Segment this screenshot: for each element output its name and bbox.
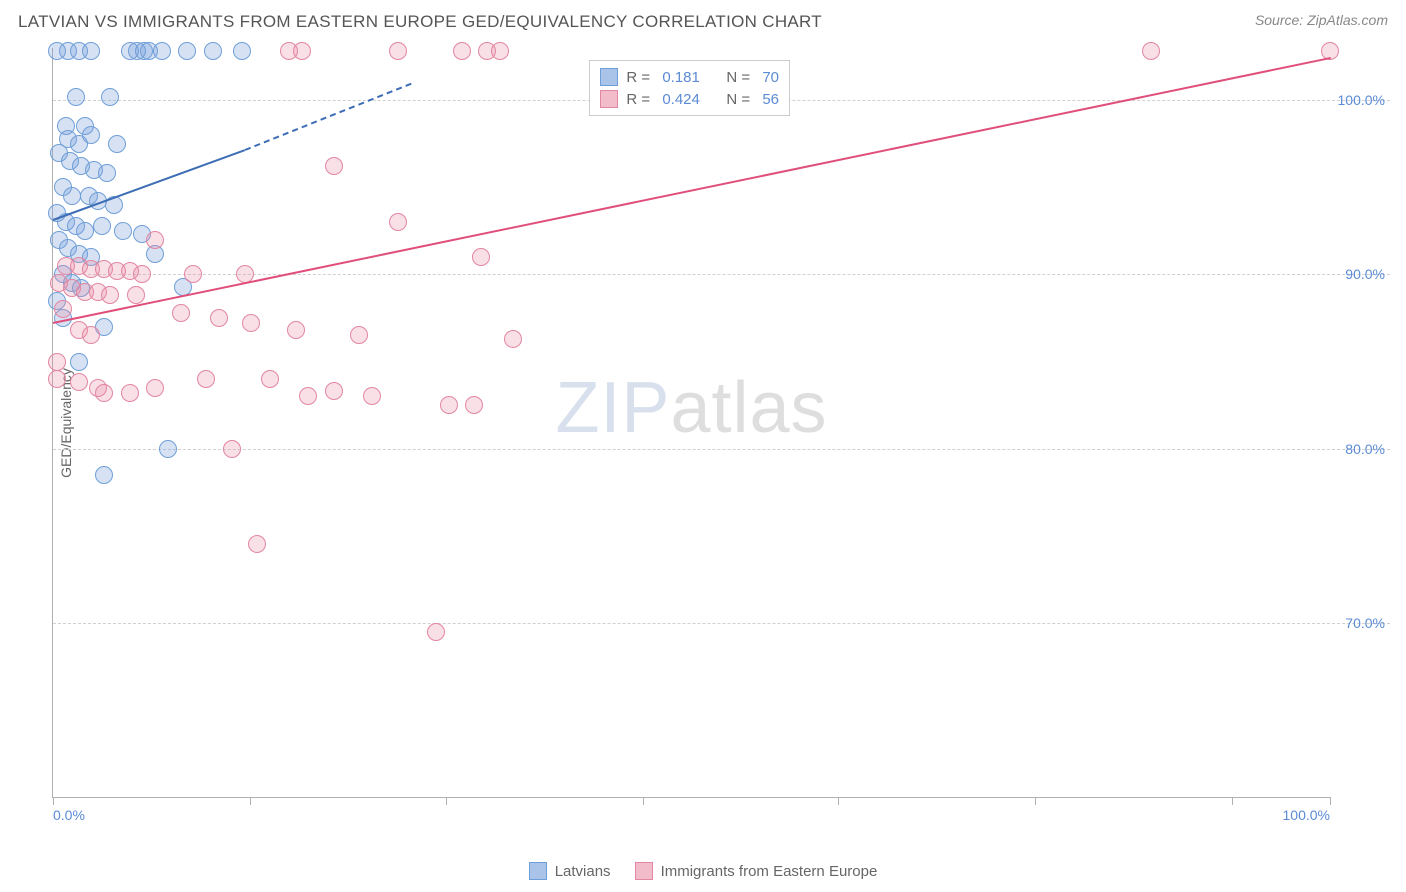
data-point [491,42,509,60]
x-tick [250,797,251,805]
n-value-immigrants: 56 [762,91,779,108]
data-point [82,326,100,344]
data-point [159,440,177,458]
data-point [453,42,471,60]
data-point [504,330,522,348]
data-point [210,309,228,327]
data-point [108,135,126,153]
x-tick [53,797,54,805]
x-tick [446,797,447,805]
x-tick [1232,797,1233,805]
n-value-latvians: 70 [762,69,779,86]
data-point [233,42,251,60]
watermark-atlas: atlas [670,368,827,448]
data-point [299,387,317,405]
legend-label-latvians: Latvians [555,863,611,880]
data-point [153,42,171,60]
data-point [325,157,343,175]
watermark: ZIPatlas [555,367,827,449]
legend-swatch-immigrants [635,862,653,880]
watermark-zip: ZIP [555,368,670,448]
data-point [70,373,88,391]
data-point [363,387,381,405]
swatch-immigrants [600,90,618,108]
y-tick-label: 90.0% [1345,266,1385,282]
grid-line [53,274,1390,275]
legend-item-immigrants: Immigrants from Eastern Europe [635,862,878,880]
stats-row-latvians: R = 0.181 N = 70 [600,66,779,88]
plot-area: GED/Equivalency R = 0.181 N = 70 R = 0.4… [52,48,1330,798]
data-point [93,217,111,235]
stats-row-immigrants: R = 0.424 N = 56 [600,88,779,110]
data-point [184,265,202,283]
y-tick-label: 80.0% [1345,441,1385,457]
data-point [325,382,343,400]
data-point [133,265,151,283]
legend: Latvians Immigrants from Eastern Europe [0,862,1406,880]
trend-line [244,83,411,151]
y-tick-label: 70.0% [1345,615,1385,631]
data-point [293,42,311,60]
data-point [465,396,483,414]
data-point [440,396,458,414]
r-value-immigrants: 0.424 [662,91,718,108]
x-tick [1035,797,1036,805]
data-point [350,326,368,344]
data-point [48,370,66,388]
data-point [101,88,119,106]
data-point [54,300,72,318]
data-point [70,353,88,371]
r-value-latvians: 0.181 [662,69,718,86]
data-point [121,384,139,402]
data-point [101,286,119,304]
r-label: R = [626,91,654,108]
data-point [76,222,94,240]
chart-container: GED/Equivalency R = 0.181 N = 70 R = 0.4… [52,38,1390,828]
x-tick-label: 0.0% [53,807,85,823]
data-point [472,248,490,266]
data-point [95,466,113,484]
data-point [261,370,279,388]
n-label: N = [726,69,754,86]
x-tick [643,797,644,805]
data-point [287,321,305,339]
r-label: R = [626,69,654,86]
data-point [146,231,164,249]
data-point [146,379,164,397]
x-tick [1330,797,1331,805]
legend-swatch-latvians [529,862,547,880]
data-point [67,88,85,106]
grid-line [53,623,1390,624]
data-point [242,314,260,332]
data-point [82,42,100,60]
correlation-stats-box: R = 0.181 N = 70 R = 0.424 N = 56 [589,60,790,116]
chart-title: LATVIAN VS IMMIGRANTS FROM EASTERN EUROP… [18,12,822,32]
data-point [204,42,222,60]
data-point [63,187,81,205]
legend-item-latvians: Latvians [529,862,611,880]
data-point [114,222,132,240]
source-attribution: Source: ZipAtlas.com [1255,12,1388,28]
data-point [389,42,407,60]
data-point [223,440,241,458]
data-point [127,286,145,304]
data-point [172,304,190,322]
y-tick-label: 100.0% [1338,92,1385,108]
n-label: N = [726,91,754,108]
x-tick [838,797,839,805]
legend-label-immigrants: Immigrants from Eastern Europe [661,863,878,880]
data-point [197,370,215,388]
data-point [98,164,116,182]
swatch-latvians [600,68,618,86]
data-point [389,213,407,231]
x-tick-label: 100.0% [1283,807,1330,823]
data-point [48,353,66,371]
grid-line [53,449,1390,450]
data-point [70,135,88,153]
data-point [178,42,196,60]
data-point [427,623,445,641]
data-point [1142,42,1160,60]
data-point [95,384,113,402]
data-point [248,535,266,553]
